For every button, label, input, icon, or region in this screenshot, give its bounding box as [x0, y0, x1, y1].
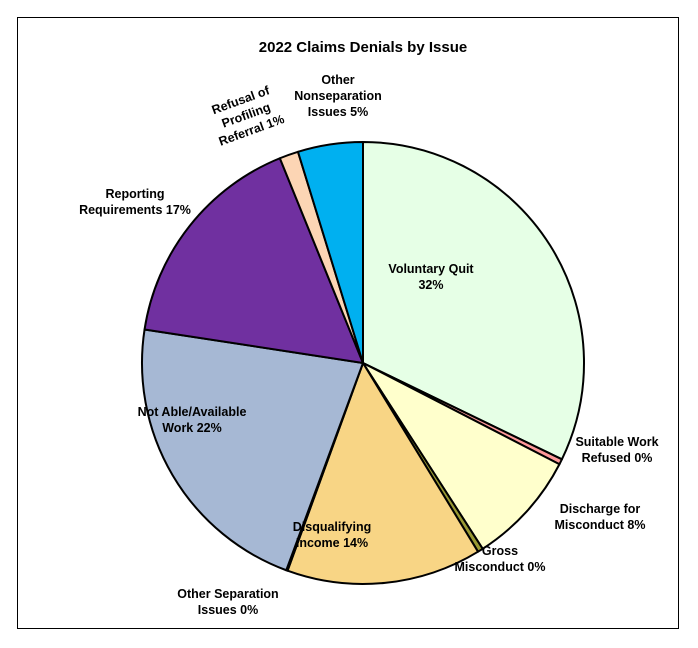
slice-label-discharge-for-misconduct: Discharge for Misconduct 8% [555, 502, 646, 532]
chart-frame: 2022 Claims Denials by Issue Voluntary Q… [17, 17, 679, 629]
slice-label-gross-misconduct: Gross Misconduct 0% [455, 544, 546, 574]
slice-label-voluntary-quit: Voluntary Quit 32% [388, 262, 474, 292]
slice-label-refusal-of-profiling-referral: Refusal ofProfilingReferral 1% [206, 82, 286, 149]
slice-label-not-able-available-work: Not Able/Available Work 22% [138, 405, 247, 435]
slice-label-suitable-work-refused: Suitable Work Refused 0% [575, 435, 658, 465]
slice-label-other-separation-issues: Other Separation Issues 0% [177, 587, 278, 617]
chart-title: 2022 Claims Denials by Issue [259, 39, 467, 56]
pie-slices [141, 141, 585, 585]
pie-slice-discharge-for-misconduct [362, 362, 561, 550]
slice-label-reporting-requirements: Reporting Requirements 17% [79, 187, 191, 217]
pie-slice-disqualifying-income [286, 362, 480, 585]
pie-chart: 2022 Claims Denials by Issue Voluntary Q… [79, 39, 659, 617]
slice-label-other-nonseparation-issues: Other Nonseparation Issues 5% [294, 73, 382, 119]
pie-slice-other-nonseparation-issues [296, 141, 364, 364]
pie-slice-reporting-requirements [143, 157, 364, 364]
pie-slice-not-able-available-work [141, 328, 364, 572]
pie-slice-voluntary-quit [362, 141, 585, 461]
slice-label-disqualifying-income: Disqualifying Income 14% [293, 520, 371, 550]
